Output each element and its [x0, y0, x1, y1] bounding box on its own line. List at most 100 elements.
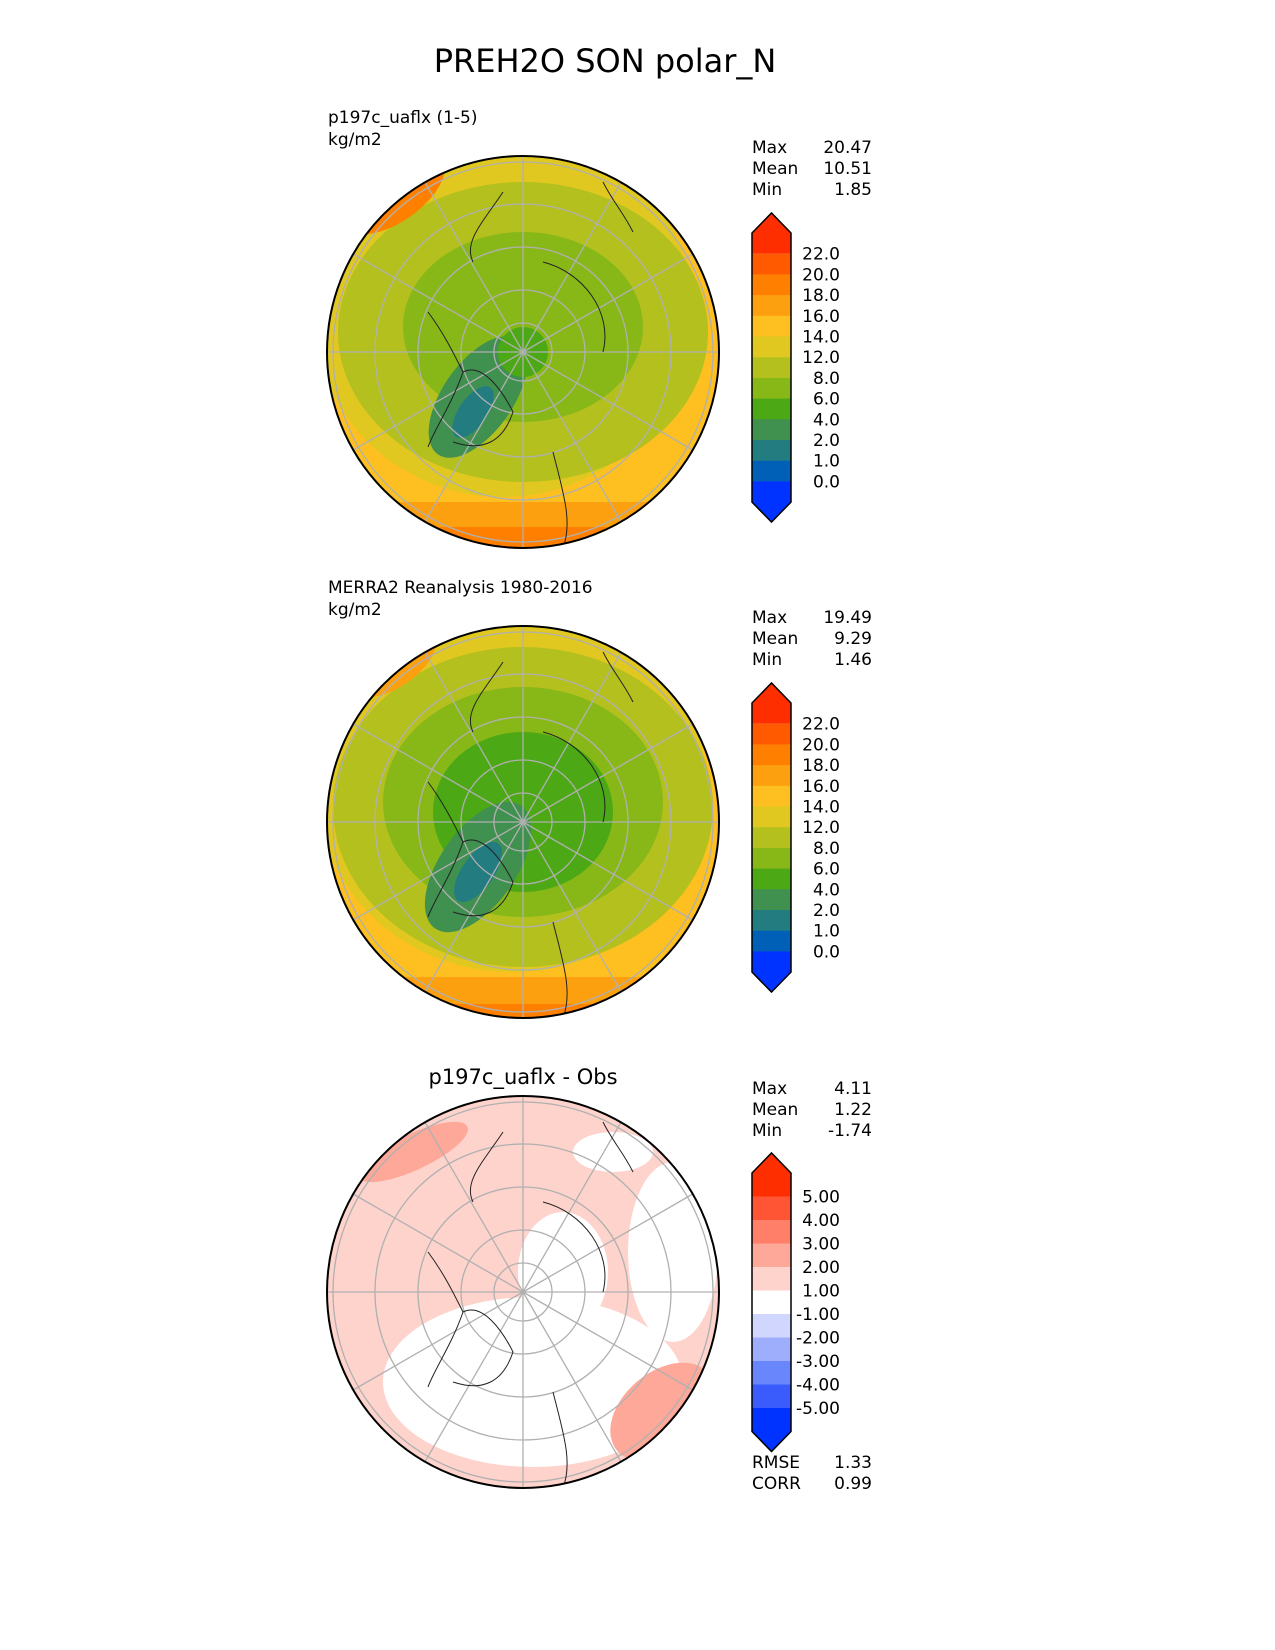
colorbar-band [752, 765, 791, 787]
colorbar-band [752, 1314, 791, 1338]
longitude-gridline [349, 1191, 524, 1293]
colorbar-tick-label: 3.00 [802, 1235, 840, 1255]
colorbar-tick-label: 8.0 [813, 369, 840, 389]
panel2-stat-min: Min 1.46 [752, 650, 872, 670]
figure-title: PREH2O SON polar_N [433, 42, 777, 80]
panel2-polar-map [326, 625, 720, 1019]
colorbar-tick-label: 8.0 [813, 839, 840, 859]
panel3-stat-max: Max 4.11 [752, 1079, 872, 1099]
colorbar-band [752, 785, 791, 807]
colorbar-extend-min [752, 1408, 791, 1452]
colorbar-band [752, 253, 791, 275]
longitude-gridline [349, 821, 524, 923]
colorbar-tick-label: -1.00 [796, 1305, 840, 1325]
colorbar-band [752, 1243, 791, 1268]
panel3-colorbar: 5.00 4.00 3.00 2.00 1.00 -1.00 -2.00 -3.00 -4.00… [751, 1151, 840, 1453]
colorbar-tick-label: 0.0 [813, 942, 840, 962]
colorbar-tick-label: 2.0 [813, 901, 840, 921]
colorbar-tick-label: 18.0 [802, 756, 840, 776]
colorbar-band [752, 1361, 791, 1385]
panel2-stat-max: Max 19.49 [752, 608, 872, 628]
colorbar-band [752, 1384, 791, 1409]
panel2-stat-mean: Mean 9.29 [752, 629, 872, 649]
colorbar-band [752, 315, 791, 337]
longitude-gridline [522, 648, 624, 823]
colorbar-tick-label: 2.00 [802, 1258, 840, 1278]
longitude-gridline [522, 1118, 624, 1293]
field-contour [454, 841, 502, 903]
coastlines [427, 181, 634, 548]
longitude-gridline [422, 821, 524, 996]
longitude-gridline [349, 721, 524, 823]
colorbar-tick-label: -5.00 [796, 1399, 840, 1419]
colorbar-tick-label: -3.00 [796, 1352, 840, 1372]
colorbar-band [752, 440, 791, 462]
colorbar-outline [751, 1151, 792, 1453]
colorbar-band [752, 377, 791, 400]
coastlines [427, 651, 634, 1018]
colorbar-tick-label: 12.0 [802, 348, 840, 368]
colorbar-band [752, 889, 791, 911]
colorbar-outline [751, 211, 792, 524]
panel2-colorbar: 22.020.018.016.014.012.08.06.04.02.01.00… [751, 681, 840, 994]
panel3-title: p197c_uaflx - Obs [428, 1065, 618, 1089]
colorbar-tick-label: 20.0 [802, 735, 840, 755]
colorbar-extend-min [752, 481, 791, 523]
colorbar-tick-label: 4.00 [802, 1211, 840, 1231]
colorbar-band [752, 295, 791, 317]
panel1-stat-max: Max 20.47 [752, 138, 872, 158]
panel1-units: kg/m2 [328, 130, 382, 150]
longitude-gridline [522, 351, 697, 453]
colorbar-tick-label: 16.0 [802, 777, 840, 797]
colorbar-band [752, 847, 791, 870]
longitude-gridline [422, 351, 524, 526]
colorbar-band [752, 336, 791, 358]
map-boundary [326, 155, 720, 549]
colorbar-band [752, 1290, 791, 1315]
panel1-stat-min: Min 1.85 [752, 180, 872, 200]
colorbar-outline [751, 681, 792, 994]
colorbar-tick-label: 6.0 [813, 860, 840, 880]
colorbar-tick-label: -2.00 [796, 1329, 840, 1349]
colorbar-band [752, 460, 791, 482]
colorbar-band [752, 806, 791, 828]
panel1-polar-map [326, 155, 720, 549]
colorbar-band [752, 1337, 791, 1362]
colorbar-tick-label: 20.0 [802, 265, 840, 285]
colorbar-band [752, 274, 791, 296]
colorbar-tick-label: 4.0 [813, 880, 840, 900]
map-boundary [326, 625, 720, 1019]
panel2-label: MERRA2 Reanalysis 1980-2016 [328, 578, 593, 598]
longitude-gridline [522, 1291, 624, 1466]
colorbar-tick-label: 14.0 [802, 798, 840, 818]
colorbar-band [752, 744, 791, 766]
longitude-gridline [522, 1191, 697, 1293]
colorbar-tick-label: 1.0 [813, 452, 840, 472]
colorbar-tick-label: 2.0 [813, 431, 840, 451]
panel3-corr: CORR 0.99 [752, 1474, 872, 1494]
panel1-label: p197c_uaflx (1-5) [328, 108, 478, 128]
longitude-gridline [422, 1118, 524, 1293]
map-boundary [326, 1095, 720, 1489]
colorbar-tick-label: 4.0 [813, 410, 840, 430]
colorbar-extend-min [752, 951, 791, 993]
longitude-gridline [422, 178, 524, 353]
longitude-gridline [522, 721, 697, 823]
longitude-gridline [522, 821, 624, 996]
colorbar-extend-max [752, 1153, 791, 1197]
longitude-gridline [522, 178, 624, 353]
panel1-colorbar: 22.020.018.016.014.012.08.06.04.02.01.00… [751, 211, 840, 524]
longitude-gridline [522, 251, 697, 353]
panel3-rmse: RMSE 1.33 [752, 1453, 872, 1473]
colorbar-band [752, 419, 791, 441]
colorbar-band [752, 357, 791, 379]
colorbar-tick-label: 22.0 [802, 245, 840, 265]
colorbar-band [752, 1267, 791, 1291]
colorbar-band [752, 398, 791, 420]
longitude-gridline [349, 351, 524, 453]
colorbar-band [752, 930, 791, 952]
colorbar-tick-label: 14.0 [802, 328, 840, 348]
colorbar-tick-label: 0.0 [813, 472, 840, 492]
colorbar-tick-label: 5.00 [802, 1188, 840, 1208]
